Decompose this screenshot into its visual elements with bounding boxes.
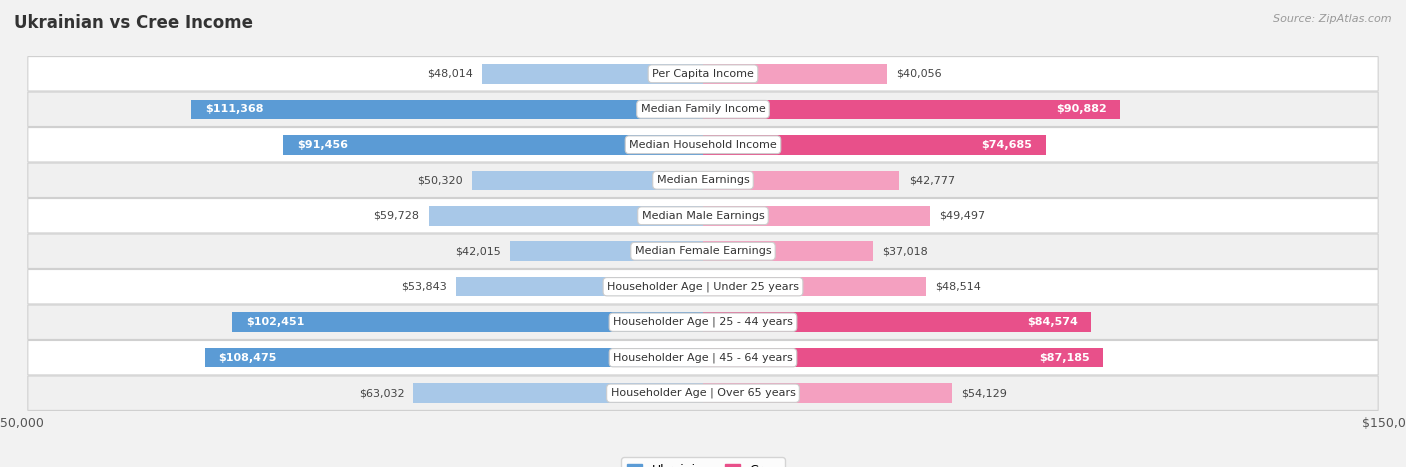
Text: $40,056: $40,056 xyxy=(896,69,942,79)
Bar xyxy=(482,64,703,84)
FancyBboxPatch shape xyxy=(28,269,1378,304)
Text: $53,843: $53,843 xyxy=(401,282,447,292)
Bar xyxy=(703,383,952,403)
Text: Householder Age | 25 - 44 years: Householder Age | 25 - 44 years xyxy=(613,317,793,327)
Text: $90,882: $90,882 xyxy=(1056,104,1107,114)
FancyBboxPatch shape xyxy=(28,57,1378,91)
Text: $50,320: $50,320 xyxy=(418,175,463,185)
Text: $42,015: $42,015 xyxy=(456,246,501,256)
FancyBboxPatch shape xyxy=(28,340,1378,375)
Bar xyxy=(703,64,887,84)
Text: Householder Age | Under 25 years: Householder Age | Under 25 years xyxy=(607,282,799,292)
Legend: Ukrainian, Cree: Ukrainian, Cree xyxy=(621,457,785,467)
Text: $84,574: $84,574 xyxy=(1026,317,1077,327)
FancyBboxPatch shape xyxy=(28,376,1378,410)
Text: Median Family Income: Median Family Income xyxy=(641,104,765,114)
Bar xyxy=(703,312,1091,332)
Text: Median Female Earnings: Median Female Earnings xyxy=(634,246,772,256)
Text: $87,185: $87,185 xyxy=(1039,353,1090,363)
Bar xyxy=(205,348,703,368)
Bar xyxy=(703,206,931,226)
Text: $108,475: $108,475 xyxy=(218,353,277,363)
Bar xyxy=(191,99,703,119)
Text: $74,685: $74,685 xyxy=(981,140,1032,150)
FancyBboxPatch shape xyxy=(28,127,1378,162)
Bar xyxy=(283,135,703,155)
Bar xyxy=(703,135,1046,155)
FancyBboxPatch shape xyxy=(28,163,1378,198)
Bar xyxy=(472,170,703,190)
Bar xyxy=(456,277,703,297)
Text: Per Capita Income: Per Capita Income xyxy=(652,69,754,79)
FancyBboxPatch shape xyxy=(28,198,1378,233)
Bar xyxy=(703,170,900,190)
Text: $42,777: $42,777 xyxy=(908,175,955,185)
Text: Ukrainian vs Cree Income: Ukrainian vs Cree Income xyxy=(14,14,253,32)
Text: $91,456: $91,456 xyxy=(297,140,347,150)
Bar xyxy=(510,241,703,261)
Text: $48,014: $48,014 xyxy=(427,69,474,79)
FancyBboxPatch shape xyxy=(28,92,1378,127)
Bar xyxy=(703,277,925,297)
Text: Householder Age | Over 65 years: Householder Age | Over 65 years xyxy=(610,388,796,398)
Text: Householder Age | 45 - 64 years: Householder Age | 45 - 64 years xyxy=(613,353,793,363)
Bar xyxy=(232,312,703,332)
Text: $37,018: $37,018 xyxy=(882,246,928,256)
Text: Median Household Income: Median Household Income xyxy=(628,140,778,150)
Text: $111,368: $111,368 xyxy=(205,104,264,114)
Bar xyxy=(703,99,1121,119)
Bar xyxy=(703,348,1104,368)
Text: Source: ZipAtlas.com: Source: ZipAtlas.com xyxy=(1274,14,1392,24)
Text: $54,129: $54,129 xyxy=(960,388,1007,398)
Text: $49,497: $49,497 xyxy=(939,211,986,221)
Text: $102,451: $102,451 xyxy=(246,317,305,327)
FancyBboxPatch shape xyxy=(28,234,1378,269)
Bar xyxy=(703,241,873,261)
Text: Median Earnings: Median Earnings xyxy=(657,175,749,185)
Bar xyxy=(413,383,703,403)
Bar xyxy=(429,206,703,226)
FancyBboxPatch shape xyxy=(28,305,1378,340)
Text: $63,032: $63,032 xyxy=(359,388,405,398)
Text: $48,514: $48,514 xyxy=(935,282,981,292)
Text: Median Male Earnings: Median Male Earnings xyxy=(641,211,765,221)
Text: $59,728: $59,728 xyxy=(374,211,419,221)
